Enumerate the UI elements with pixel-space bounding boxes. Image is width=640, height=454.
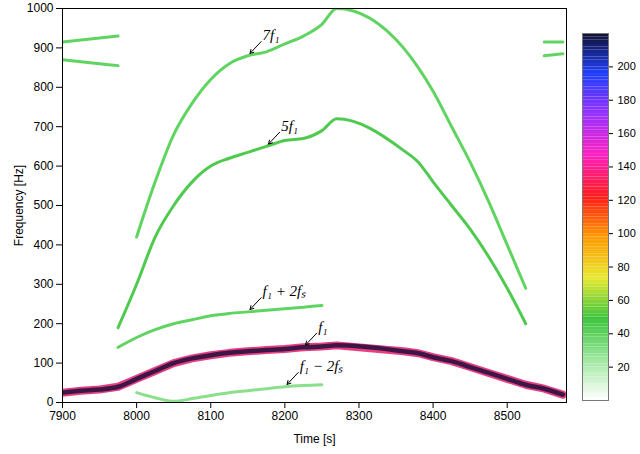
svg-text:f₁ + 2fₛ: f₁ + 2fₛ	[263, 283, 307, 299]
svg-text:8000: 8000	[123, 409, 150, 423]
svg-text:300: 300	[33, 277, 53, 291]
svg-text:8500: 8500	[494, 409, 521, 423]
svg-text:180: 180	[618, 94, 636, 106]
svg-text:8300: 8300	[346, 409, 373, 423]
svg-text:0: 0	[47, 395, 54, 409]
svg-text:f₁ − 2fₛ: f₁ − 2fₛ	[300, 358, 344, 374]
svg-text:8100: 8100	[197, 409, 224, 423]
svg-text:200: 200	[33, 317, 53, 331]
svg-text:7f₁: 7f₁	[263, 27, 280, 43]
svg-text:f₁: f₁	[318, 319, 327, 335]
svg-text:160: 160	[618, 127, 636, 139]
svg-text:60: 60	[618, 294, 630, 306]
svg-text:40: 40	[618, 327, 630, 339]
svg-text:500: 500	[33, 198, 53, 212]
svg-text:120: 120	[618, 194, 636, 206]
svg-text:900: 900	[33, 41, 53, 55]
svg-text:5f₁: 5f₁	[281, 118, 298, 134]
svg-text:7900: 7900	[49, 409, 76, 423]
svg-text:600: 600	[33, 159, 53, 173]
svg-text:100: 100	[618, 227, 636, 239]
svg-text:80: 80	[618, 261, 630, 273]
svg-text:20: 20	[618, 361, 630, 373]
svg-text:700: 700	[33, 120, 53, 134]
svg-text:Time [s]: Time [s]	[293, 432, 335, 446]
svg-text:8400: 8400	[420, 409, 447, 423]
svg-text:8200: 8200	[272, 409, 299, 423]
svg-text:1000: 1000	[27, 1, 54, 15]
svg-text:400: 400	[33, 238, 53, 252]
svg-text:100: 100	[33, 356, 53, 370]
svg-text:800: 800	[33, 80, 53, 94]
svg-text:Frequency [Hz]: Frequency [Hz]	[12, 165, 26, 246]
svg-text:140: 140	[618, 160, 636, 172]
svg-text:200: 200	[618, 60, 636, 72]
